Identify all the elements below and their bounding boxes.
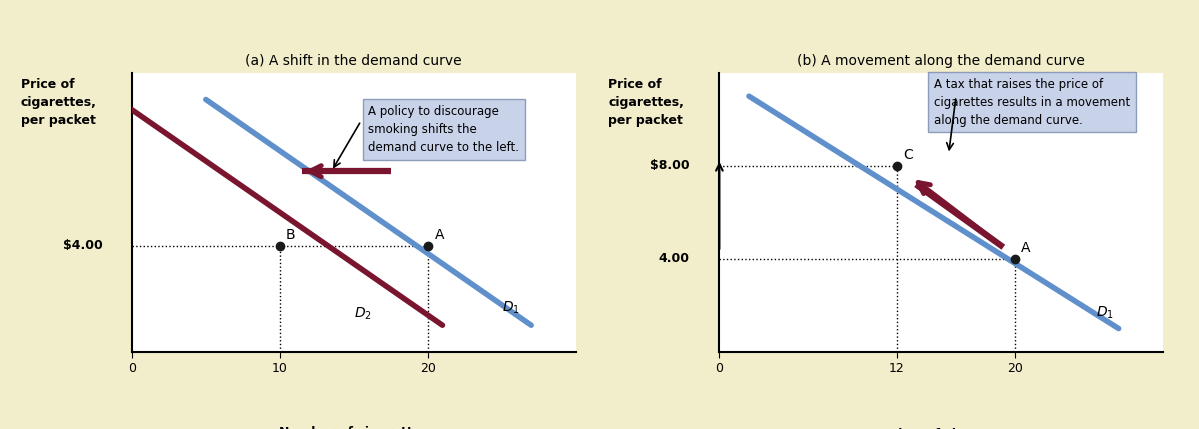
Text: B: B bbox=[285, 228, 295, 242]
Text: A policy to discourage
smoking shifts the
demand curve to the left.: A policy to discourage smoking shifts th… bbox=[368, 105, 519, 154]
Title: (b) A movement along the demand curve: (b) A movement along the demand curve bbox=[797, 54, 1085, 68]
Text: A: A bbox=[435, 228, 445, 242]
Text: 4.00: 4.00 bbox=[658, 252, 689, 265]
Text: A: A bbox=[1022, 241, 1031, 255]
Text: $D_1$: $D_1$ bbox=[501, 300, 519, 316]
Text: $D_1$: $D_1$ bbox=[1096, 305, 1114, 321]
Text: $8.00: $8.00 bbox=[650, 160, 689, 172]
Text: Price of
cigarettes,
per packet: Price of cigarettes, per packet bbox=[22, 78, 97, 127]
Text: Price of
cigarettes,
per packet: Price of cigarettes, per packet bbox=[608, 78, 685, 127]
Title: (a) A shift in the demand curve: (a) A shift in the demand curve bbox=[246, 54, 462, 68]
Text: $D_2$: $D_2$ bbox=[354, 305, 372, 322]
Text: Number of cigarettes
smoked per day: Number of cigarettes smoked per day bbox=[279, 426, 428, 429]
Text: A tax that raises the price of
cigarettes results in a movement
along the demand: A tax that raises the price of cigarette… bbox=[934, 78, 1131, 127]
Text: $4.00: $4.00 bbox=[62, 239, 102, 252]
Text: C: C bbox=[903, 148, 912, 162]
